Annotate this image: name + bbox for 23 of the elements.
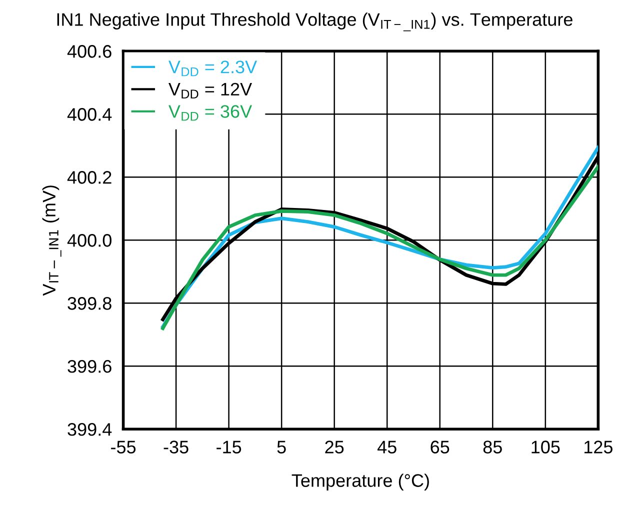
y-tick-label: 400.6 — [67, 45, 112, 58]
y-tick-label: 400.0 — [67, 234, 112, 247]
x-tick-label: 5 — [277, 440, 286, 454]
x-tick-label: 65 — [430, 440, 450, 454]
x-tick-label: 105 — [532, 440, 560, 454]
chart-title: IN1 Negative Input Threshold Voltage (V$_{IT−_IN1}$) vs. Temperature — [57, 12, 572, 32]
y-tick-label: 399.6 — [68, 360, 112, 373]
y-tick-label: 399.8 — [68, 297, 112, 310]
x-tick-label: 125 — [584, 440, 612, 454]
x-tick-label: 85 — [483, 440, 502, 454]
x-tick-label: 45 — [377, 440, 396, 454]
legend-label: V$_{DD}$ = 36V — [168, 105, 252, 121]
legend-label: V$_{DD}$ = 2.3V — [168, 60, 258, 76]
x-axis-title: Temperature (°C) — [292, 474, 429, 491]
legend-label: V$_{DD}$ = 12V — [168, 82, 252, 98]
x-tick-label: -15 — [216, 440, 242, 454]
y-tick-label: 399.4 — [68, 423, 112, 436]
x-tick-label: -35 — [164, 440, 188, 454]
x-tick-label: 25 — [325, 440, 344, 454]
y-tick-label: 400.4 — [67, 108, 112, 121]
x-tick-label: -55 — [111, 440, 136, 454]
y-tick-label: 400.2 — [67, 171, 112, 184]
y-axis-title: V$_{IT−_IN1}$ (mV) — [42, 186, 62, 296]
